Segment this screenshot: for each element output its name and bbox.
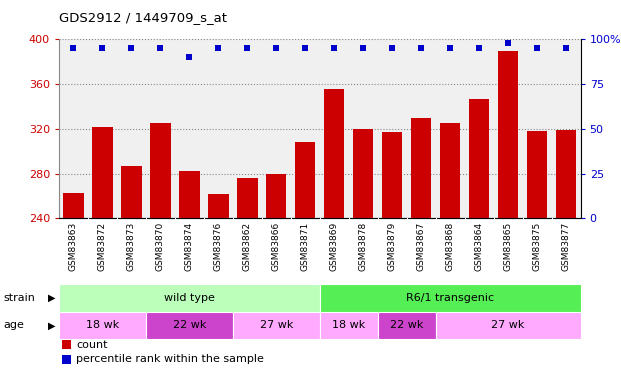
Bar [498,51,519,218]
Bar [440,123,460,218]
Text: 22 wk: 22 wk [390,321,424,330]
Bar [353,129,373,218]
Text: age: age [3,321,24,330]
Text: GSM83866: GSM83866 [272,222,281,271]
Text: GSM83873: GSM83873 [127,222,136,271]
Point [242,45,252,51]
Text: GSM83871: GSM83871 [301,222,310,271]
Text: strain: strain [3,293,35,303]
Text: GSM83869: GSM83869 [330,222,339,271]
Bar [378,312,436,339]
Point [388,45,397,51]
Point [358,45,368,51]
Bar [266,174,286,218]
Bar [121,166,142,218]
Point [445,45,455,51]
Point [329,45,339,51]
Text: 18 wk: 18 wk [332,321,365,330]
Text: GSM83876: GSM83876 [214,222,223,271]
Text: GSM83864: GSM83864 [474,222,484,271]
Text: percentile rank within the sample: percentile rank within the sample [76,354,264,364]
Point [271,45,281,51]
Text: 22 wk: 22 wk [173,321,206,330]
Bar [61,340,71,349]
Point [561,45,571,51]
Text: R6/1 transgenic: R6/1 transgenic [406,293,494,303]
Point [532,45,542,51]
Text: GSM83867: GSM83867 [417,222,426,271]
Text: GSM83874: GSM83874 [185,222,194,271]
Text: count: count [76,339,107,350]
Bar [527,131,547,218]
Text: GSM83872: GSM83872 [98,222,107,271]
Text: GSM83870: GSM83870 [156,222,165,271]
Bar [295,142,315,218]
Bar [469,99,489,218]
Text: GSM83863: GSM83863 [69,222,78,271]
Text: GSM83879: GSM83879 [388,222,397,271]
Point [416,45,426,51]
Point [301,45,310,51]
Bar [59,284,320,312]
Point [155,45,165,51]
Text: GSM83865: GSM83865 [504,222,513,271]
Bar [237,178,258,218]
Text: GSM83875: GSM83875 [533,222,542,271]
Bar [150,123,171,218]
Text: GSM83862: GSM83862 [243,222,252,271]
Text: GSM83878: GSM83878 [359,222,368,271]
Point [97,45,107,51]
Bar [320,312,378,339]
Point [214,45,224,51]
Point [474,45,484,51]
Text: GSM83868: GSM83868 [446,222,455,271]
Bar [93,127,112,218]
Bar [411,118,432,218]
Bar [382,132,402,218]
Bar [208,194,229,218]
Bar [179,171,199,218]
Bar [61,355,71,364]
Text: wild type: wild type [164,293,215,303]
Text: ▶: ▶ [48,321,55,330]
Bar [436,312,581,339]
Bar [233,312,320,339]
Text: 27 wk: 27 wk [260,321,293,330]
Bar [59,312,146,339]
Text: 27 wk: 27 wk [491,321,525,330]
Text: 18 wk: 18 wk [86,321,119,330]
Point [68,45,78,51]
Point [503,40,513,46]
Text: GDS2912 / 1449709_s_at: GDS2912 / 1449709_s_at [59,11,227,24]
Point [184,54,194,60]
Bar [146,312,233,339]
Bar [320,284,581,312]
Text: ▶: ▶ [48,293,55,303]
Point [127,45,137,51]
Text: GSM83877: GSM83877 [561,222,571,271]
Bar [324,88,345,218]
Bar [556,130,576,218]
Bar [63,192,84,218]
